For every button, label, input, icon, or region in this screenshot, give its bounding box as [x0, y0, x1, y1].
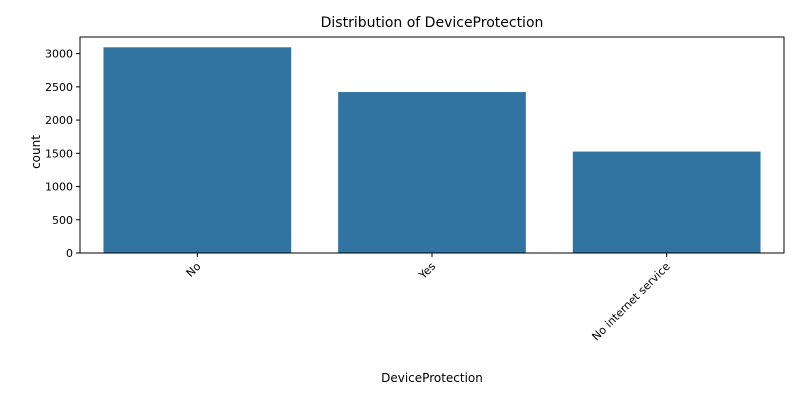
y-tick-label: 1500 [45, 147, 73, 160]
y-tick-label: 2000 [45, 114, 73, 127]
y-tick-label: 0 [66, 247, 73, 260]
x-tick-label: No internet service [589, 260, 672, 343]
bar-no-internet-service [572, 151, 761, 253]
y-tick-label: 500 [52, 214, 73, 227]
y-tick-label: 3000 [45, 48, 73, 61]
x-tick-label: No [184, 260, 204, 280]
y-tick-label: 1000 [45, 181, 73, 194]
x-tick-label: Yes [416, 260, 439, 283]
y-tick-label: 2500 [45, 81, 73, 94]
plot-area: 0 500 1000 1500 2000 2500 3000 No Yes No internet… [45, 36, 785, 343]
bar-no [103, 47, 292, 253]
x-axis-label: DeviceProtection [381, 371, 483, 385]
bar-yes [338, 92, 526, 253]
chart-title: Distribution of DeviceProtection [321, 15, 544, 31]
y-axis-label: count [29, 135, 43, 169]
